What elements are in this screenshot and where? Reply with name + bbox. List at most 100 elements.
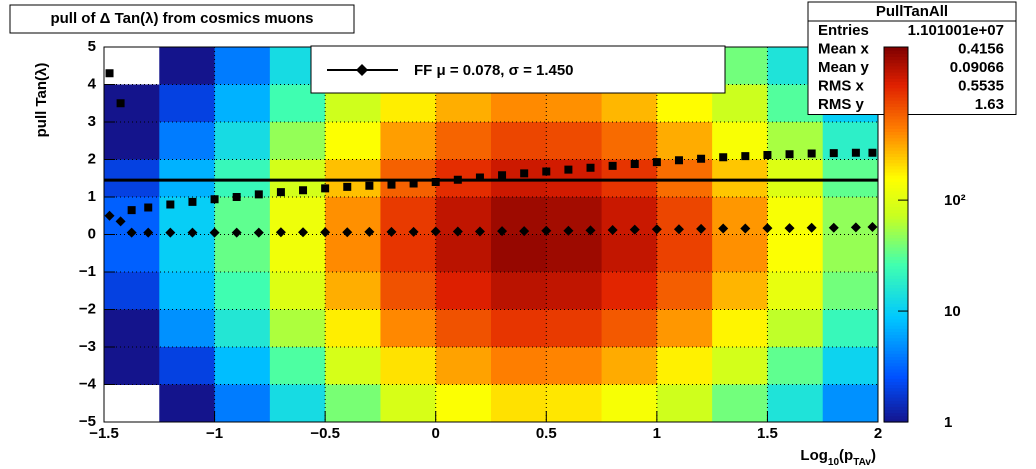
colorbar-slice [884,350,908,354]
square-marker [542,167,551,176]
colorbar-slice [884,306,908,311]
colorbar-slice [884,112,908,117]
colorbar-slice [884,100,908,104]
heat-cell [325,234,381,273]
heat-cell [767,159,824,198]
diamond-marker [320,227,331,238]
colorbar-slice [884,343,908,348]
heat-cell [656,347,713,385]
square-marker [431,178,440,186]
diamond-marker [867,222,878,232]
colorbar-slice [884,147,908,151]
colorbar-slice [884,284,908,289]
colorbar-slice [884,200,908,204]
stats-key: Mean x [818,40,870,57]
stats-key: Entries [818,22,869,39]
heat-cell [269,197,326,235]
colorbar-slice [884,225,908,229]
colorbar-slice [884,278,908,282]
heat-cell [269,122,326,160]
square-marker [232,193,241,201]
diamond-marker [850,222,861,233]
heat-cell [159,84,216,123]
colorbar-slice [884,300,908,304]
heat-cell [269,272,326,310]
x-tick-label: 2 [874,425,882,442]
heat-cell [546,122,603,160]
square-marker [387,180,396,189]
diamond-marker [696,223,707,234]
diamond-marker [607,225,618,235]
square-marker [409,179,418,188]
diamond-marker [474,226,485,237]
heat-cell [712,159,768,198]
diamond-marker [806,222,817,233]
heat-cell [822,347,879,385]
colorbar-slice [884,175,908,179]
diamond-marker [452,226,463,237]
square-marker [586,163,595,172]
colorbar-slice [884,297,908,301]
heat-cell [546,347,603,385]
heat-cell [380,309,437,348]
colorbar-slice [884,197,908,201]
x-tick-label: −1.5 [89,425,119,442]
heat-cell [104,309,160,348]
heat-cell [546,309,603,348]
chart-title: pull of Δ Tan(λ) from cosmics muons [50,10,313,27]
colorbar-slice [884,353,908,357]
diamond-marker [364,226,375,237]
heat-cell [269,309,326,348]
heat-cell [435,384,492,423]
square-marker [608,161,617,170]
colorbar-slice [884,337,908,342]
square-marker [144,203,153,212]
x-tick-label: −0.5 [310,425,340,442]
colorbar-slice [884,193,908,198]
heat-cell [767,384,824,423]
colorbar-slice [884,400,908,404]
heat-cell [269,347,326,385]
x-tick-label: −1 [206,425,223,442]
colorbar-slice [884,231,908,236]
y-tick-label: −3 [79,338,96,355]
colorbar-slice [884,84,908,89]
y-tick-label: 5 [88,38,96,55]
square-marker [166,200,175,209]
colorbar-slice [884,106,908,111]
colorbar-slice [884,397,908,401]
heat-cell [601,234,658,273]
colorbar-slice [884,375,908,379]
colorbar-slice [884,134,908,139]
colorbar-slice [884,356,908,361]
heat-cell [269,384,326,423]
colorbar-slice [884,212,908,217]
heat-cell [104,84,160,123]
square-marker [564,165,573,174]
diamond-marker [740,223,751,234]
colorbar-slice [884,140,908,145]
colorbar-slice [884,250,908,254]
heat-cell [491,234,547,273]
diamond-marker [497,226,508,237]
heat-cell [214,272,271,310]
stats-value: 0.09066 [950,59,1004,76]
heat-cell [104,159,160,198]
diamond-marker [718,223,729,234]
square-marker [127,206,136,215]
colorbar-slice [884,340,908,345]
title-box [9,4,355,34]
heat-cell [491,309,547,348]
diamond-marker [209,227,220,238]
heat-cell [435,309,492,348]
heat-cell [435,347,492,385]
colorbar-slice [884,318,908,323]
stats-key: Mean y [818,59,870,76]
colorbar-frame [883,46,909,423]
heat-cell [325,197,381,235]
square-marker [210,195,219,204]
heat-cell [712,309,768,348]
legend-label: FF μ = 0.078, σ = 1.450 [414,62,574,79]
diamond-marker [651,224,662,235]
x-axis-label-part: ) [871,447,876,464]
